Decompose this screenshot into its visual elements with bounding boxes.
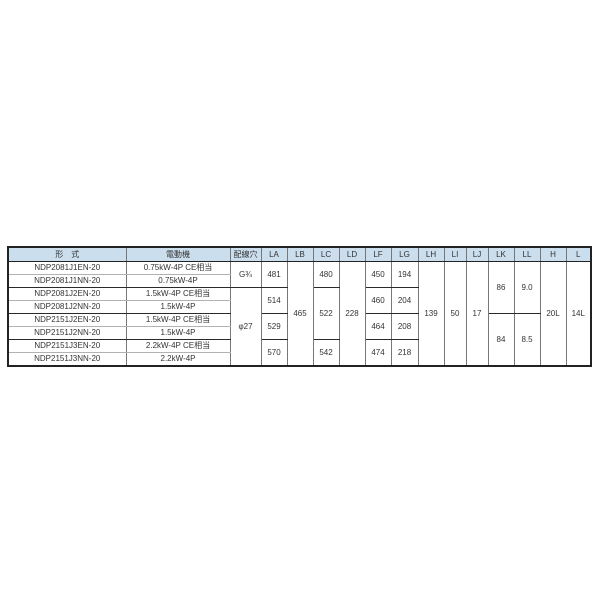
motor-cell: 1.5kW-4P CE相当 — [126, 313, 231, 327]
motor-cell: 1.5kW-4P — [126, 300, 231, 314]
table-row: NDP2081J2NN-20 1.5kW-4P — [8, 300, 591, 314]
table-row: NDP2151J2NN-20 1.5kW-4P — [8, 326, 591, 340]
ll-cell: 8.5 — [514, 313, 541, 367]
lc-cell: 480 — [313, 261, 340, 288]
lk-cell: 84 — [488, 313, 515, 367]
motor-cell: 2.2kW-4P CE相当 — [126, 339, 231, 353]
col-header-ld: LD — [339, 247, 366, 262]
model-cell: NDP2151J3NN-20 — [8, 352, 127, 367]
col-header-lb: LB — [287, 247, 314, 262]
lg-cell: 208 — [391, 313, 419, 340]
model-cell: NDP2151J3EN-20 — [8, 339, 127, 353]
wiring-hole-cell: G¾ — [230, 261, 262, 288]
la-cell: 529 — [261, 313, 288, 340]
col-header-model: 形 式 — [8, 247, 127, 262]
la-cell: 570 — [261, 339, 288, 367]
model-cell: NDP2151J2EN-20 — [8, 313, 127, 327]
ld-cell: 228 — [339, 261, 366, 367]
table-row: NDP2151J2EN-20 1.5kW-4P CE相当 529 464 208… — [8, 313, 591, 367]
lj-cell: 17 — [466, 261, 489, 367]
h-cell: 20L — [540, 261, 567, 367]
lb-cell: 465 — [287, 261, 314, 367]
col-header-ll: LL — [514, 247, 541, 262]
table-row: NDP2081J1EN-20 0.75kW-4P CE相当 G¾ 481 465… — [8, 261, 592, 367]
table-row: NDP2151J3EN-20 2.2kW-4P CE相当 570 542 474… — [8, 339, 591, 367]
lf-cell: 464 — [365, 313, 392, 340]
model-cell: NDP2081J1EN-20 — [8, 261, 127, 275]
lg-cell: 204 — [391, 287, 419, 314]
model-cell: NDP2081J1NN-20 — [8, 274, 127, 288]
lg-cell: 194 — [391, 261, 419, 288]
motor-cell: 2.2kW-4P — [126, 352, 231, 367]
col-header-li: LI — [444, 247, 467, 262]
la-cell: 514 — [261, 287, 288, 314]
col-header-lk: LK — [488, 247, 515, 262]
lh-cell: 139 — [418, 261, 445, 367]
motor-cell: 0.75kW-4P — [126, 274, 231, 288]
col-header-lh: LH — [418, 247, 445, 262]
col-header-motor: 電動機 — [126, 247, 231, 262]
table-row: NDP2081J2EN-20 1.5kW-4P CE相当 φ27 514 522… — [8, 287, 591, 367]
col-header-lg: LG — [391, 247, 419, 262]
lg-cell: 218 — [391, 339, 419, 367]
col-header-lj: LJ — [466, 247, 489, 262]
lk-cell: 86 — [488, 261, 515, 314]
col-header-lf: LF — [365, 247, 392, 262]
spec-table: 形 式 電動機 配線穴 LA LB LC LD LF LG LH LI LJ L… — [7, 246, 592, 367]
model-cell: NDP2151J2NN-20 — [8, 326, 127, 340]
table-row: NDP2081J1NN-20 0.75kW-4P — [8, 274, 591, 288]
lf-cell: 460 — [365, 287, 392, 314]
li-cell: 50 — [444, 261, 467, 367]
lc-cell: 542 — [313, 339, 340, 367]
col-header-l: L — [566, 247, 592, 262]
lf-cell: 450 — [365, 261, 392, 288]
model-cell: NDP2081J2EN-20 — [8, 287, 127, 301]
ll-cell: 9.0 — [514, 261, 541, 314]
table-row: NDP2151J3NN-20 2.2kW-4P — [8, 352, 591, 367]
model-cell: NDP2081J2NN-20 — [8, 300, 127, 314]
col-header-h: H — [540, 247, 567, 262]
spec-table-container: 形 式 電動機 配線穴 LA LB LC LD LF LG LH LI LJ L… — [7, 246, 592, 367]
la-cell: 481 — [261, 261, 288, 288]
motor-cell: 1.5kW-4P — [126, 326, 231, 340]
lc-cell: 522 — [313, 287, 340, 340]
col-header-lc: LC — [313, 247, 340, 262]
motor-cell: 1.5kW-4P CE相当 — [126, 287, 231, 301]
lf-cell: 474 — [365, 339, 392, 367]
header-row: 形 式 電動機 配線穴 LA LB LC LD LF LG LH LI LJ L… — [8, 247, 592, 262]
motor-cell: 0.75kW-4P CE相当 — [126, 261, 231, 275]
l-cell: 14L — [566, 261, 592, 367]
col-header-la: LA — [261, 247, 288, 262]
wiring-hole-cell: φ27 — [230, 287, 262, 367]
col-header-wiring-hole: 配線穴 — [230, 247, 262, 262]
